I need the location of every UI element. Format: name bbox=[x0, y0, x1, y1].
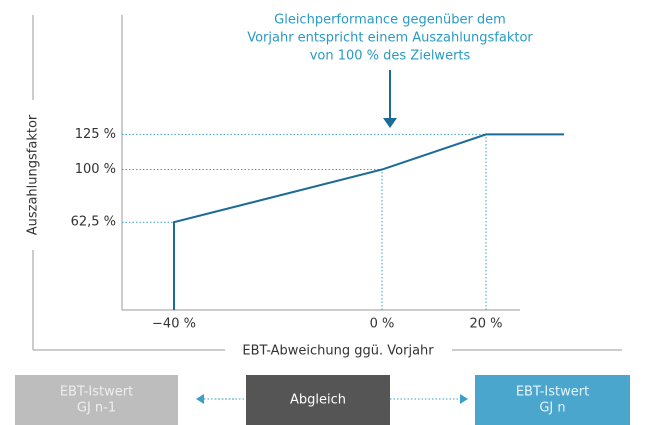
y-tick-label: 62,5 % bbox=[71, 215, 116, 230]
flow-box bbox=[15, 375, 178, 425]
annotation-arrowhead bbox=[383, 118, 397, 128]
flow-box-label: EBT-Istwert bbox=[516, 385, 589, 400]
x-tick-label: −40 % bbox=[152, 317, 196, 332]
x-axis-label: EBT-Abweichung ggü. Vorjahr bbox=[242, 344, 434, 359]
line bbox=[173, 133, 564, 310]
annotation: Gleichperformance gegenüber dem bbox=[274, 13, 506, 28]
flow-box-label: EBT-Istwert bbox=[60, 385, 133, 400]
flow-box-label: GJ n-1 bbox=[77, 401, 116, 416]
x-tick-label: 20 % bbox=[469, 317, 502, 332]
flow-box-label: GJ n bbox=[539, 401, 565, 416]
x-tick-label: 0 % bbox=[370, 317, 395, 332]
flow-arrowhead-right bbox=[460, 394, 468, 404]
y-tick-label: 100 % bbox=[75, 162, 116, 177]
y-tick-label: 125 % bbox=[75, 127, 116, 142]
flow-box-label: Abgleich bbox=[290, 393, 346, 408]
annotation: von 100 % des Zielwerts bbox=[310, 49, 471, 64]
y-axis-label: Auszahlungsfaktor bbox=[26, 114, 41, 235]
flow-box bbox=[246, 375, 390, 425]
flow-arrowhead-left bbox=[196, 394, 204, 404]
annotation: Vorjahr entspricht einem Auszahlungsfakt… bbox=[247, 31, 533, 46]
flow-box bbox=[475, 375, 630, 425]
